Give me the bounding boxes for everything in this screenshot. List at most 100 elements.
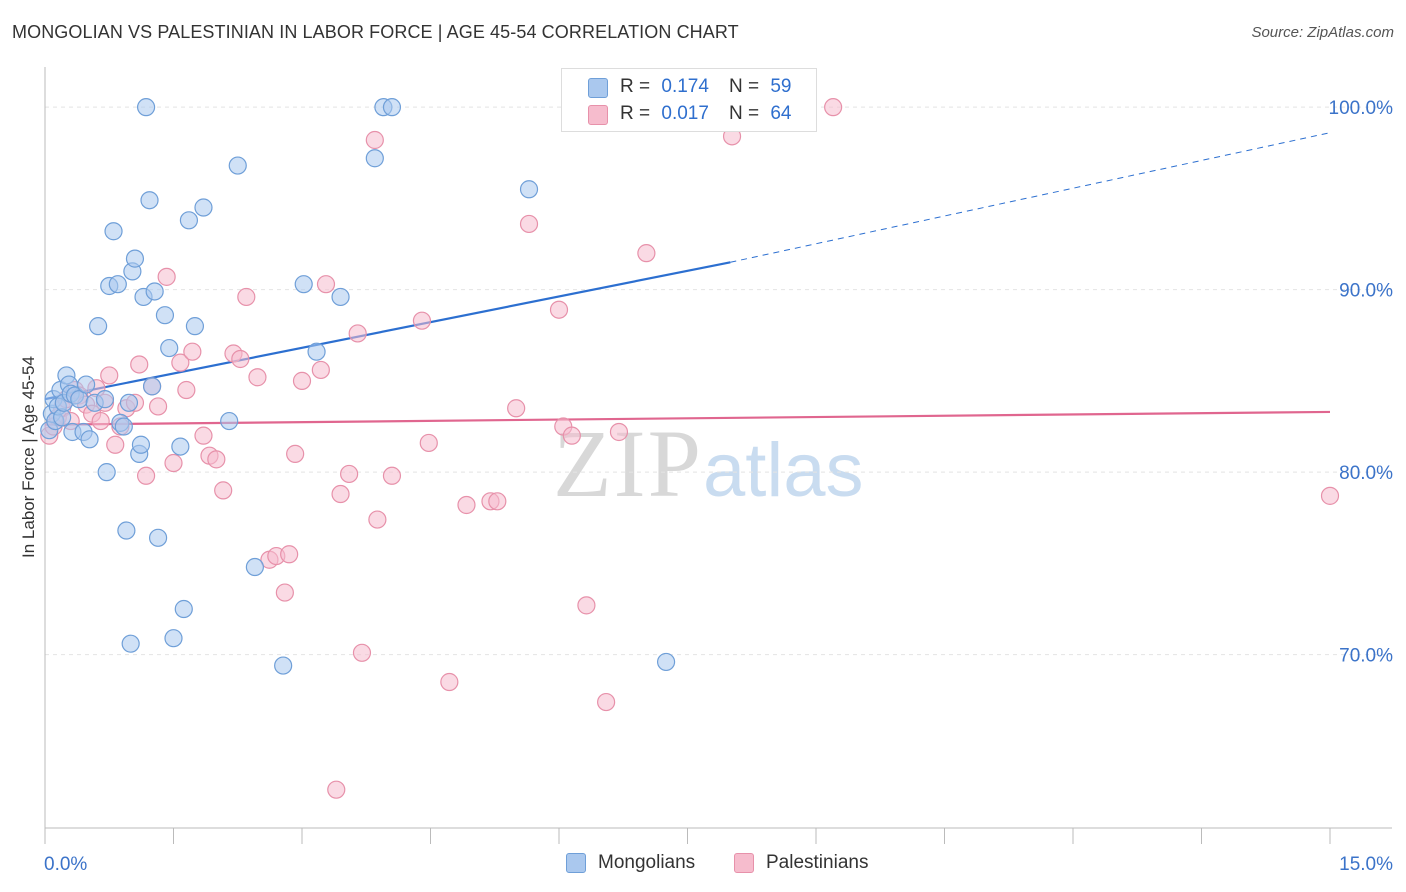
mongolian-point (117, 521, 136, 540)
palestinian-point (597, 692, 616, 712)
palestinian-point (231, 349, 250, 369)
mongolian-point (148, 528, 168, 547)
legend: R = 0.174 N = 59 R = 0.017 N = 64 (561, 68, 817, 132)
mongolian-point (119, 393, 139, 412)
palestinian-point (316, 275, 336, 294)
mongolian-point (80, 430, 99, 449)
watermark-atlas: atlas (703, 428, 864, 513)
mongolian-point (104, 222, 123, 241)
mongolian-point (274, 656, 293, 675)
palestinian-point (824, 98, 843, 117)
palestinian-point (130, 355, 149, 374)
mongolian-point (125, 249, 145, 268)
palestinian-point (419, 433, 438, 453)
bottom-swatch-palestinians (734, 853, 754, 873)
mongolian-point (164, 629, 183, 648)
mongolian-point (519, 180, 539, 199)
mongolian-point (656, 652, 676, 672)
legend-text-mongolians: R = 0.174 N = 59 (620, 76, 792, 97)
mongolian-point (185, 317, 205, 336)
mongolian-point (95, 390, 115, 409)
mongolian-point (382, 98, 402, 117)
palestinian-point (292, 371, 312, 390)
mongolian-point (307, 342, 326, 361)
legend-swatch-mongolians (588, 78, 608, 98)
bottom-label-mongolians: Mongolians (598, 852, 696, 873)
palestinian-point (157, 267, 176, 286)
mongolian-point (108, 275, 127, 294)
mongolian-point (131, 435, 151, 454)
palestinian-point (519, 214, 539, 234)
palestinian-point (577, 596, 596, 615)
palestinian-point (440, 672, 459, 692)
palestinian-point (164, 453, 183, 473)
palestinian-trend-line (44, 410, 1331, 426)
mongolian-point (245, 557, 264, 577)
mongolian-point (331, 287, 350, 307)
mongolian-point (142, 377, 162, 396)
palestinian-point (457, 495, 476, 515)
y-tick-label: 80.0% (1339, 463, 1393, 484)
mongolian-point (194, 198, 213, 217)
axes (44, 67, 1392, 844)
mongolian-point (136, 98, 156, 117)
palestinian-point (248, 368, 267, 387)
palestinian-point (100, 366, 119, 385)
palestinian-point (148, 397, 168, 416)
palestinian-point (340, 464, 359, 484)
palestinian-point (106, 435, 125, 454)
palestinian-point (412, 311, 432, 330)
mongolian-point (140, 191, 159, 210)
palestinian-point (562, 426, 581, 445)
mongolian-point (145, 282, 164, 301)
legend-text-palestinians: R = 0.017 N = 64 (620, 103, 792, 124)
mongolian-point (179, 211, 199, 230)
palestinian-point (214, 481, 233, 500)
palestinian-point (194, 426, 213, 445)
mongolian-point (294, 275, 313, 294)
mongolian-point (171, 437, 190, 456)
y-tick-label: 90.0% (1339, 281, 1393, 302)
palestinian-point (352, 643, 372, 662)
palestinian-point (275, 583, 294, 602)
palestinian-point (365, 130, 384, 150)
data-points (40, 98, 1340, 799)
mongolian-point (77, 375, 96, 394)
y-tick-label: 70.0% (1339, 646, 1393, 667)
source-label: Source: ZipAtlas.com (1251, 24, 1394, 41)
mongolian-point (114, 417, 133, 436)
palestinian-point (207, 450, 226, 469)
palestinian-point (183, 342, 202, 361)
mongolian-point (160, 338, 179, 358)
mongolian-point (121, 634, 140, 653)
palestinian-point (488, 492, 507, 511)
tick-labels: 100.0% 90.0% 80.0% 70.0% 0.0% 15.0% In Labor F… (19, 98, 1393, 875)
bottom-swatch-mongolians (566, 853, 586, 873)
mongolian-point (220, 411, 239, 431)
mongolian-trend-line (44, 261, 731, 401)
y-axis-title: In Labor Force | Age 45-54 (19, 356, 38, 558)
bottom-label-palestinians: Palestinians (766, 852, 869, 873)
trend-lines (44, 132, 1331, 426)
palestinian-point (311, 360, 330, 380)
palestinian-point (286, 444, 305, 463)
palestinian-point (171, 353, 190, 372)
palestinian-point (348, 324, 367, 343)
palestinian-point (382, 466, 402, 485)
mongolian-point (89, 317, 108, 336)
y-tick-label: 100.0% (1329, 98, 1394, 119)
palestinian-point (549, 300, 569, 319)
palestinian-point (609, 422, 629, 442)
mongolian-point (365, 149, 384, 168)
palestinian-point (368, 510, 387, 529)
palestinian-point (177, 380, 196, 400)
palestinian-point (507, 399, 526, 418)
palestinian-point (136, 466, 156, 485)
palestinian-point (237, 287, 256, 307)
palestinian-point (91, 411, 110, 431)
palestinian-point (331, 484, 350, 504)
mongolian-point (174, 599, 193, 619)
palestinian-point (637, 244, 656, 263)
mongolian-point (97, 463, 116, 482)
